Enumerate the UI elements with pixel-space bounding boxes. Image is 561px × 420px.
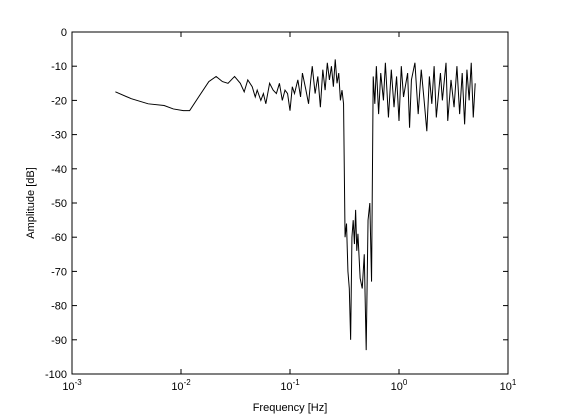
x-tick-label: 10-1 [280,378,300,393]
x-tick-label: 10-3 [62,378,82,393]
y-tick-label: -40 [51,164,67,176]
y-tick-label: -50 [51,198,67,210]
x-tick-label: 101 [500,378,517,393]
y-tick-label: -20 [51,95,67,107]
y-tick-label: -30 [51,130,67,142]
y-tick-label: -70 [51,266,67,278]
x-tick-label: 100 [391,378,408,393]
data-line [115,59,476,351]
plot-frame [71,31,509,375]
y-tick-label: -80 [51,301,67,313]
y-tick-label: -100 [45,369,67,381]
y-tick-label: -10 [51,61,67,73]
x-axis-label: Frequency [Hz] [253,402,328,414]
x-tick-label: 10-2 [171,378,191,393]
y-tick-label: -90 [51,335,67,347]
y-axis-label: Amplitude [dB] [25,167,37,239]
y-tick-label: 0 [61,27,67,39]
y-tick-label: -60 [51,232,67,244]
